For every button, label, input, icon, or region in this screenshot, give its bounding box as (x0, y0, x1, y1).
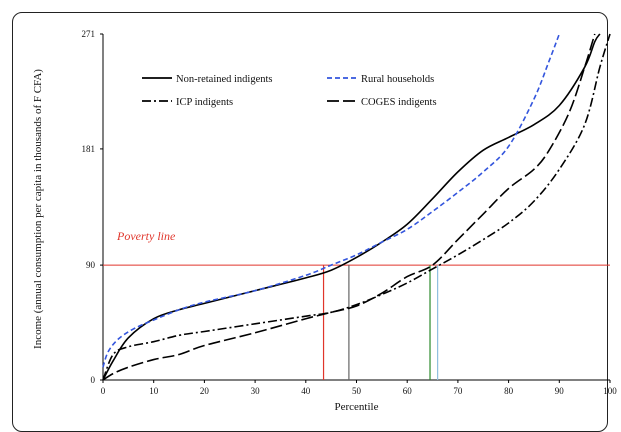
x-axis-label: Percentile (335, 401, 379, 413)
series-line-rural-households (102, 33, 561, 368)
legend-label: Rural households (361, 74, 434, 85)
legend-label: Non-retained indigents (176, 74, 273, 85)
x-tick-label: 60 (403, 386, 413, 396)
x-tick-label: 10 (149, 386, 159, 396)
x-tick-label: 90 (555, 386, 565, 396)
poverty-line-label: Poverty line (116, 229, 176, 243)
series-line-icp-indigents (102, 33, 611, 381)
x-tick-label: 30 (251, 386, 261, 396)
y-tick-label: 90 (86, 260, 96, 270)
y-axis-label: Income (annual consumption per capita in… (32, 69, 44, 349)
x-tick-label: 0 (101, 386, 106, 396)
marks-layer (102, 33, 611, 381)
line-chart: 0 10 20 30 40 50 60 70 80 90 100 0 90 181 271 Non-reta… (32, 29, 618, 413)
series-line-coges-indigents (102, 33, 596, 381)
axes-layer: 0 10 20 30 40 50 60 70 80 90 100 0 90 181 271 (82, 29, 618, 396)
y-tick-label: 0 (91, 375, 96, 385)
x-tick-label: 20 (200, 386, 210, 396)
x-tick-label: 50 (352, 386, 362, 396)
y-tick-label: 181 (82, 144, 96, 154)
x-tick-label: 80 (504, 386, 514, 396)
legend-layer: Non-retained indigents Rural households IC… (142, 74, 437, 108)
series-line-non-retained-indigents (102, 33, 601, 381)
x-tick-label: 40 (301, 386, 311, 396)
legend-label: ICP indigents (176, 97, 233, 108)
legend-label: COGES indigents (361, 97, 437, 108)
x-tick-label: 70 (453, 386, 463, 396)
x-tick-label: 100 (603, 386, 617, 396)
y-tick-label: 271 (82, 29, 96, 39)
